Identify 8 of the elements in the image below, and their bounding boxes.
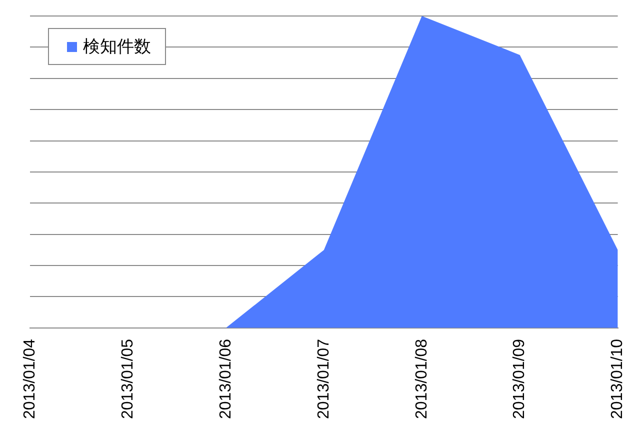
x-tick-label: 2013/01/06 [217, 338, 234, 419]
x-tick-label: 2013/01/09 [511, 338, 528, 419]
x-tick-label: 2013/01/08 [413, 338, 430, 419]
x-tick-label: 2013/01/07 [315, 338, 332, 419]
x-tick-label: 2013/01/04 [21, 338, 38, 419]
legend-label: 検知件数 [83, 36, 151, 58]
x-tick-label: 2013/01/10 [609, 338, 626, 419]
x-tick-label: 2013/01/05 [119, 338, 136, 419]
